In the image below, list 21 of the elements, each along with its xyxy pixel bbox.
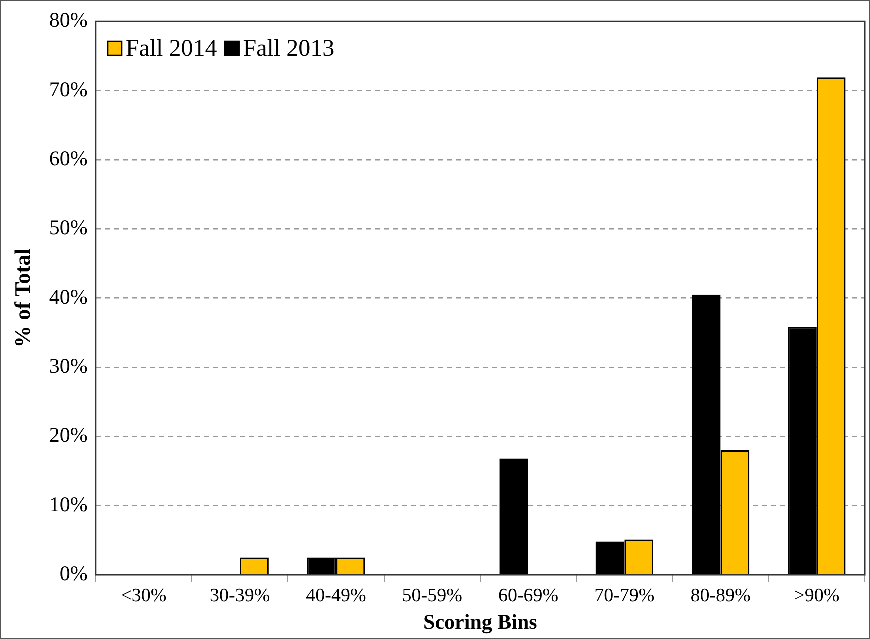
y-tick-label: 30%: [49, 354, 88, 378]
y-tick-label: 50%: [49, 216, 88, 240]
y-tick-label: 20%: [49, 423, 88, 448]
legend-label: Fall 2014: [126, 36, 218, 62]
x-tick-label: 50-59%: [402, 585, 463, 606]
y-tick-label: 80%: [49, 8, 88, 32]
y-axis-title: % of Total: [10, 248, 35, 348]
x-tick-label: 40-49%: [306, 585, 366, 606]
y-tick-label: 70%: [49, 77, 88, 102]
x-tick-label: >90%: [794, 585, 840, 606]
y-tick-label: 10%: [49, 492, 88, 516]
x-tick-label: 80-89%: [690, 585, 752, 606]
y-tick-label: 40%: [49, 284, 88, 309]
x-tick-label: 30-39%: [210, 585, 270, 606]
x-tick-label: <30%: [121, 585, 167, 606]
x-tick-label: 60-69%: [498, 585, 559, 606]
y-tick-label: 0%: [60, 562, 88, 586]
y-tick-label: 60%: [49, 146, 88, 170]
x-tick-label: 70-79%: [594, 585, 655, 606]
legend-label: Fall 2013: [243, 36, 335, 62]
x-axis-title: Scoring Bins: [424, 610, 538, 634]
